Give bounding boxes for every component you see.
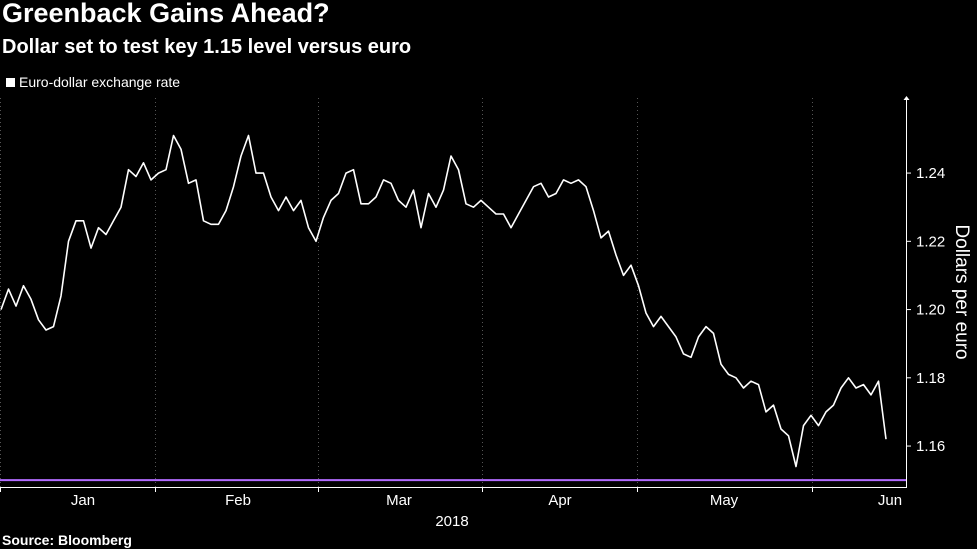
x-tick-label: Feb [225, 492, 251, 509]
y-axis-arrow [903, 96, 910, 100]
x-tick-label: Jun [878, 492, 902, 509]
legend-label: Euro-dollar exchange rate [19, 74, 181, 90]
y-tick-label: 1.16 [916, 438, 945, 455]
y-tick-label: 1.18 [916, 370, 945, 387]
x-axis-year-label: 2018 [435, 513, 468, 530]
x-tick-label: Apr [548, 492, 571, 509]
y-axis-title: Dollars per euro [951, 224, 972, 359]
source-note: Source: Bloomberg [2, 532, 132, 548]
x-tick-label: Jan [71, 492, 95, 509]
x-tick-label: May [710, 492, 739, 509]
legend: Euro-dollar exchange rate [6, 74, 180, 90]
y-tick-label: 1.24 [916, 165, 945, 182]
y-tick-label: 1.20 [916, 302, 945, 319]
x-tick-label: Mar [386, 492, 412, 509]
y-tick-label: 1.22 [916, 233, 945, 250]
legend-swatch [6, 77, 15, 87]
chart-subtitle: Dollar set to test key 1.15 level versus… [2, 36, 412, 58]
chart-title: Greenback Gains Ahead? [2, 0, 330, 28]
series-line-euro-dollar [0, 134, 887, 468]
